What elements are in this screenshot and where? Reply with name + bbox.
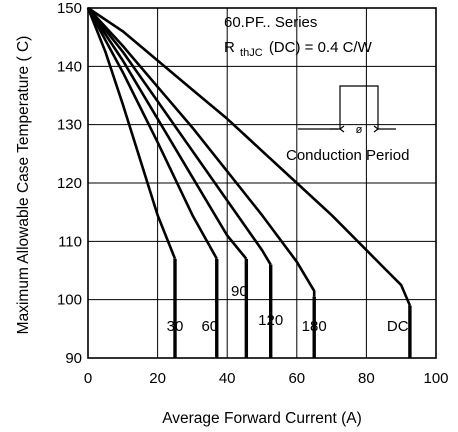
x-tick-label-0: 0 <box>84 370 92 387</box>
series-line-180 <box>87 7 316 297</box>
conduction-angle-symbol: ø <box>356 124 363 136</box>
conduction-period-diagram <box>298 85 396 133</box>
series-line-60 <box>86 7 218 260</box>
series-line-90 <box>86 7 248 260</box>
grid <box>88 8 436 358</box>
y-tick-label-110: 110 <box>58 233 82 250</box>
series-label-120: 120 <box>258 312 283 329</box>
thermal-resistance-label: R thJC (DC) = 0.4 C/W <box>224 39 373 60</box>
x-tick-label-80: 80 <box>358 370 375 387</box>
annotation: 60.PF.. Series R thJC (DC) = 0.4 C/W ø C… <box>224 14 409 164</box>
series-label-180: 180 <box>302 318 327 335</box>
y-tick-label-100: 100 <box>57 292 82 309</box>
series-label-DC: DC <box>387 318 409 335</box>
x-axis-title: Average Forward Current (A) <box>162 410 362 427</box>
conduction-period-label: Conduction Period <box>286 147 409 164</box>
conduction-arrowhead-right <box>373 125 379 133</box>
y-tick-label-120: 120 <box>57 175 82 192</box>
rth-value: (DC) = 0.4 C/W <box>269 39 373 56</box>
ticks: 0 20 40 60 80 100 90 100 110 120 130 140 150 <box>57 0 449 387</box>
y-tick-label-130: 130 <box>57 117 82 134</box>
x-tick-label-40: 40 <box>219 370 236 387</box>
curves <box>86 6 412 358</box>
series-line-30 <box>86 7 177 260</box>
plot-frame <box>87 7 437 359</box>
series-name-label: 60.PF.. Series <box>224 14 317 31</box>
x-tick-label-60: 60 <box>288 370 305 387</box>
conduction-arrowhead-left <box>339 125 345 133</box>
rth-prefix: R <box>224 39 235 56</box>
series-line-120 <box>86 7 272 266</box>
y-tick-label-90: 90 <box>65 350 82 367</box>
y-axis-title: Maximum Allowable Case Temperature ( C) <box>15 36 32 335</box>
x-tick-label-20: 20 <box>149 370 166 387</box>
y-tick-label-140: 140 <box>57 58 82 75</box>
rth-subscript: thJC <box>240 47 263 59</box>
conduction-waveform <box>298 85 396 130</box>
series-label-60: 60 <box>201 318 218 335</box>
series-labels: 30 60 90 120 180 DC <box>167 283 409 335</box>
x-tick-label-100: 100 <box>423 370 448 387</box>
series-label-30: 30 <box>167 318 184 335</box>
series-label-90: 90 <box>231 283 248 300</box>
series-line-DC <box>87 6 412 307</box>
y-tick-label-150: 150 <box>57 0 82 17</box>
